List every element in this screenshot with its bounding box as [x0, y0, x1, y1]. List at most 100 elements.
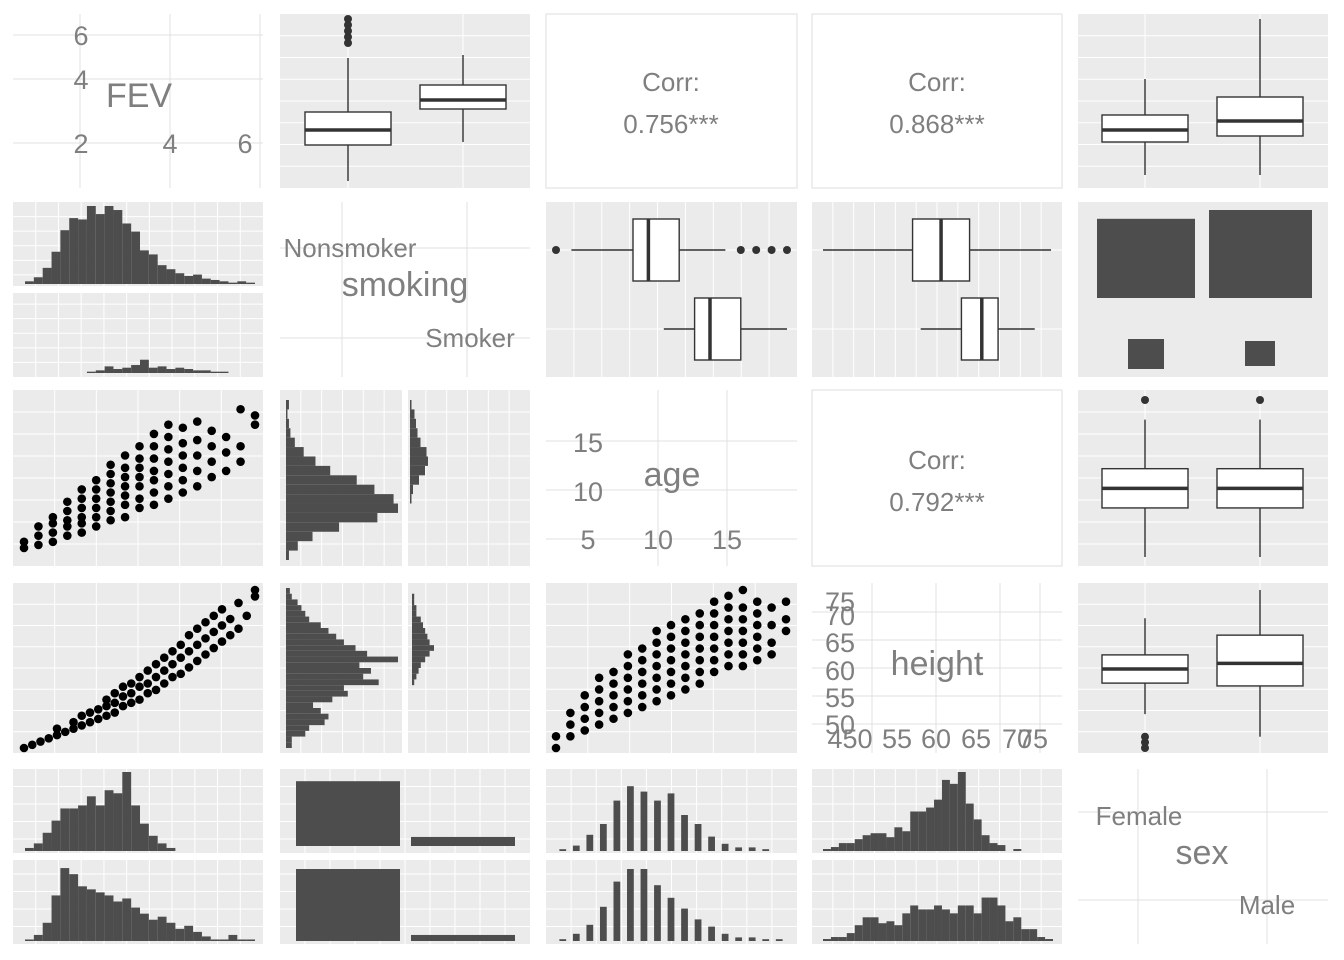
boxplot-nonsmoker	[552, 218, 791, 282]
hist-bar-female	[886, 837, 895, 851]
hist-bar-female	[131, 805, 140, 851]
hist-bar-male	[667, 897, 675, 941]
scatter-point	[27, 740, 37, 750]
scatter-point	[681, 650, 690, 659]
scatter-point	[637, 679, 647, 688]
scatter-point	[234, 624, 243, 633]
hist-bar-female	[640, 791, 648, 851]
scatter-point	[666, 691, 676, 700]
box-outlier	[1141, 738, 1149, 747]
scatter-point	[566, 708, 575, 718]
scatter-point	[164, 457, 173, 466]
scatter-point	[738, 626, 748, 636]
scatter-point	[178, 451, 188, 460]
scatter-point	[164, 494, 173, 503]
scatter-point	[168, 672, 177, 682]
scatter-point	[110, 708, 120, 717]
hist-bar-smoker	[412, 639, 430, 646]
scatter-point	[63, 522, 72, 531]
panel-corr-fev-height: Corr: 0.868***	[811, 13, 1063, 189]
bar-smoker-female	[1128, 339, 1164, 369]
hist-bar-smoker	[104, 366, 114, 373]
scatter-point	[724, 661, 733, 671]
hist-bar-male	[973, 913, 982, 941]
scatter-point	[77, 519, 87, 528]
scatter-point	[164, 432, 173, 442]
hist-bar-nonsmoker	[69, 218, 79, 284]
scatter-point	[250, 411, 260, 420]
hist-bar-male	[748, 937, 756, 941]
scatter-point	[594, 696, 604, 706]
scatter-point	[135, 454, 144, 463]
scatter-point	[652, 650, 661, 659]
hist-bar-nonsmoker	[286, 437, 295, 448]
scatter-point	[609, 702, 618, 712]
box-outlier	[344, 27, 352, 35]
hist-bar-female	[157, 843, 167, 851]
tick-label-x: 4	[162, 129, 177, 159]
hist-bar-nonsmoker	[175, 273, 185, 284]
scatter-point	[168, 646, 177, 656]
hist-bar-female	[957, 772, 966, 851]
variable-label-fev: FEV	[106, 77, 172, 115]
hist-bar-nonsmoker	[286, 673, 364, 680]
scatter-point	[34, 531, 43, 540]
scatter-point	[594, 685, 604, 694]
boxplot-female	[1101, 79, 1189, 175]
hist-bar-male	[95, 892, 105, 941]
scatter-point	[221, 432, 231, 442]
hist-bar-nonsmoker	[286, 616, 310, 623]
bar-male-smoker	[411, 934, 515, 941]
scatter-point	[609, 667, 618, 677]
hist-bar-male	[559, 939, 567, 941]
scatter-point	[681, 614, 690, 624]
scatter-point	[242, 611, 252, 621]
hist-bar-smoker	[86, 371, 96, 373]
hist-bar-female	[862, 835, 871, 851]
panel-corr-fev-age: Corr: 0.756***	[545, 13, 798, 189]
hist-bar-male	[219, 939, 229, 941]
hist-bar-nonsmoker	[210, 279, 220, 284]
hist-bar-smoker	[410, 465, 425, 476]
hist-bar-male	[42, 922, 52, 941]
hist-bar-smoker	[412, 656, 426, 663]
box-outlier	[344, 21, 352, 29]
scatter-point	[209, 611, 219, 621]
hist-bar-male	[1029, 929, 1038, 941]
hist-bar-smoker	[210, 371, 220, 373]
scatter-point	[781, 597, 791, 607]
scatter-point	[143, 679, 153, 688]
scatter-point	[135, 441, 144, 451]
scatter-point	[695, 667, 705, 677]
hist-bar-female	[1013, 849, 1022, 851]
hist-bar-smoker	[412, 668, 419, 674]
hist-bar-nonsmoker	[286, 650, 368, 657]
hist-bar-female	[86, 796, 96, 851]
scatter-point	[77, 512, 87, 522]
hist-bar-male	[721, 933, 729, 941]
hist-bar-nonsmoker	[286, 418, 289, 429]
scatter-point	[149, 500, 159, 510]
hist-bar-nonsmoker	[286, 465, 331, 476]
hist-bar-nonsmoker	[286, 702, 314, 708]
scatter-point	[120, 512, 130, 522]
hist-bar-nonsmoker	[286, 736, 292, 743]
scatter-point	[192, 417, 202, 426]
hist-bar-nonsmoker	[286, 599, 298, 606]
hist-bar-male	[762, 939, 770, 941]
hist-bar-male	[210, 939, 220, 941]
tick-label-y: 4	[73, 65, 88, 95]
scatter-point	[176, 669, 186, 679]
hist-bar-male	[131, 907, 140, 941]
boxplot-male	[1216, 590, 1304, 737]
hist-bar-nonsmoker	[184, 275, 194, 284]
hist-bar-smoker	[140, 359, 149, 373]
box-iqr	[960, 297, 999, 361]
scatter-point	[48, 528, 58, 537]
scatter-point	[738, 603, 748, 612]
scatter-point	[120, 491, 130, 500]
hist-bar-male	[572, 933, 580, 941]
panel-fev-diagonal-background	[13, 14, 263, 188]
scatter-point	[752, 644, 762, 653]
hist-bar-female	[613, 800, 621, 851]
